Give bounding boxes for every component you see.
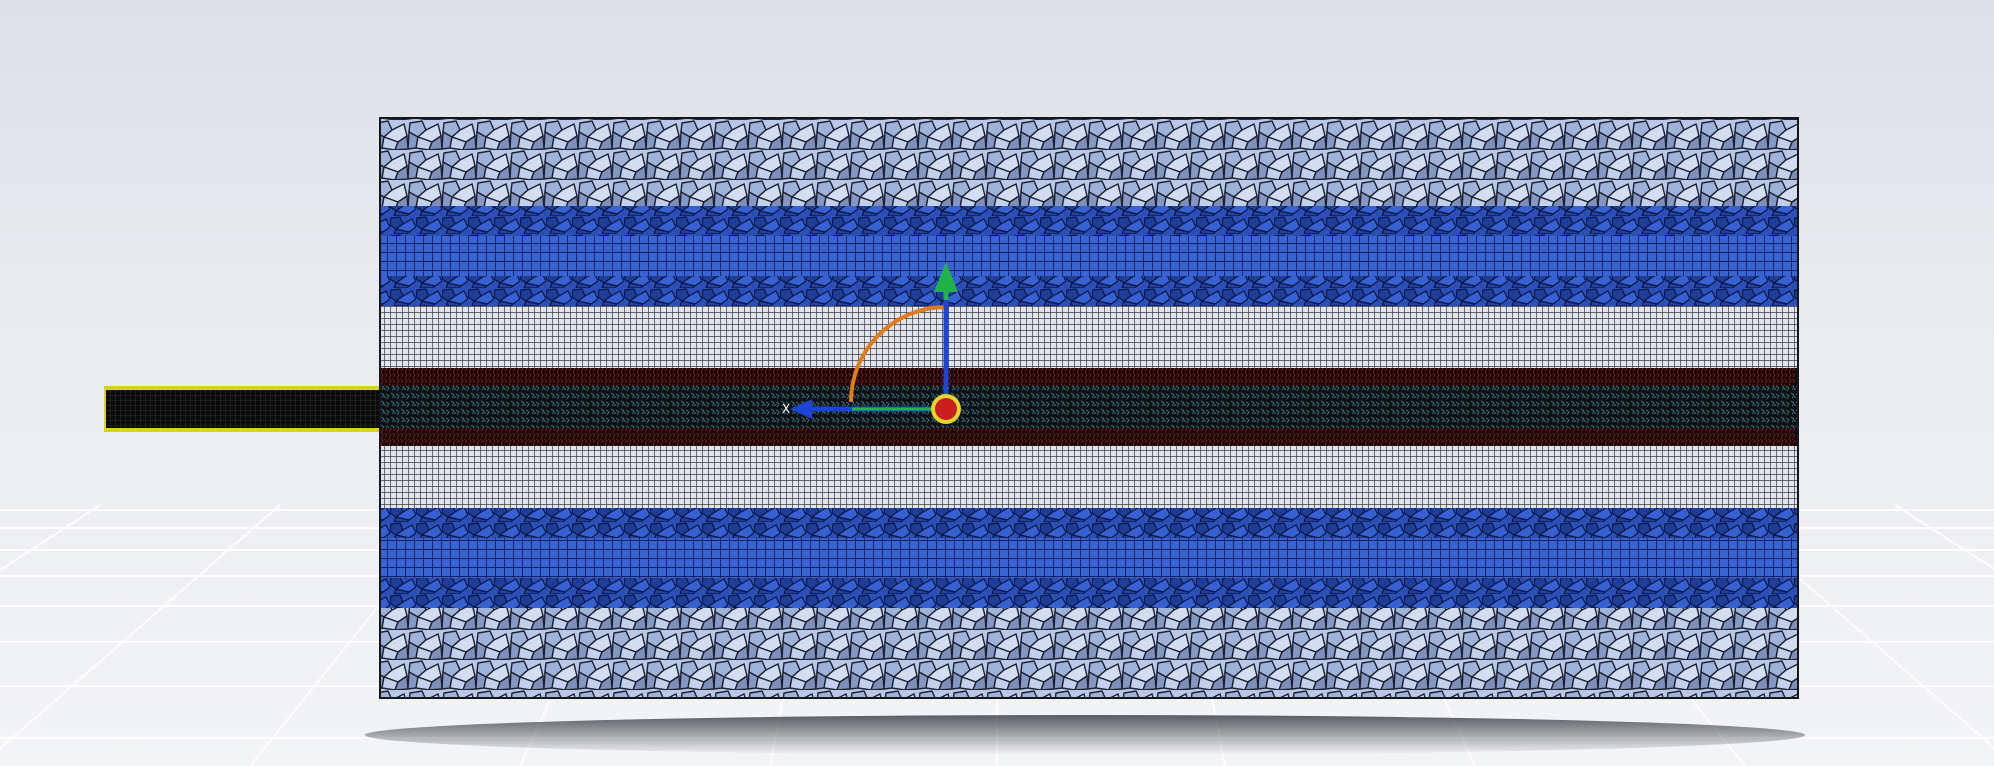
gray-hex-zone-bottom (380, 446, 1798, 508)
triad-x-arrowhead (790, 399, 812, 419)
blue-polyhedral-band-top-lower (380, 276, 1798, 306)
core-zone (380, 386, 1798, 428)
coordinate-triad[interactable]: X (782, 262, 961, 424)
mesh-body[interactable] (379, 117, 1799, 699)
mesh-shadow (365, 715, 1805, 755)
blue-hex-zone-top (380, 236, 1798, 276)
core-zone-red-bottom (380, 428, 1798, 446)
outer-polyhedral-zone-bottom (380, 608, 1798, 698)
gray-hex-zone-top (380, 306, 1798, 368)
blue-polyhedral-band-top-upper (380, 206, 1798, 236)
blue-hex-zone-bottom (380, 538, 1798, 578)
triad-x-label: X (782, 402, 790, 416)
blue-polyhedral-band-bottom-lower (380, 578, 1798, 608)
core-zone-red-top (380, 368, 1798, 386)
rotation-arc (849, 305, 947, 403)
triad-y-arrowhead (934, 262, 958, 292)
mesh-outline (379, 117, 1799, 699)
outer-polyhedral-zone-top (380, 118, 1798, 206)
triad-z-axis-origin (935, 398, 957, 420)
inlet-pipe[interactable] (104, 386, 382, 432)
blue-polyhedral-band-bottom-upper (380, 508, 1798, 538)
